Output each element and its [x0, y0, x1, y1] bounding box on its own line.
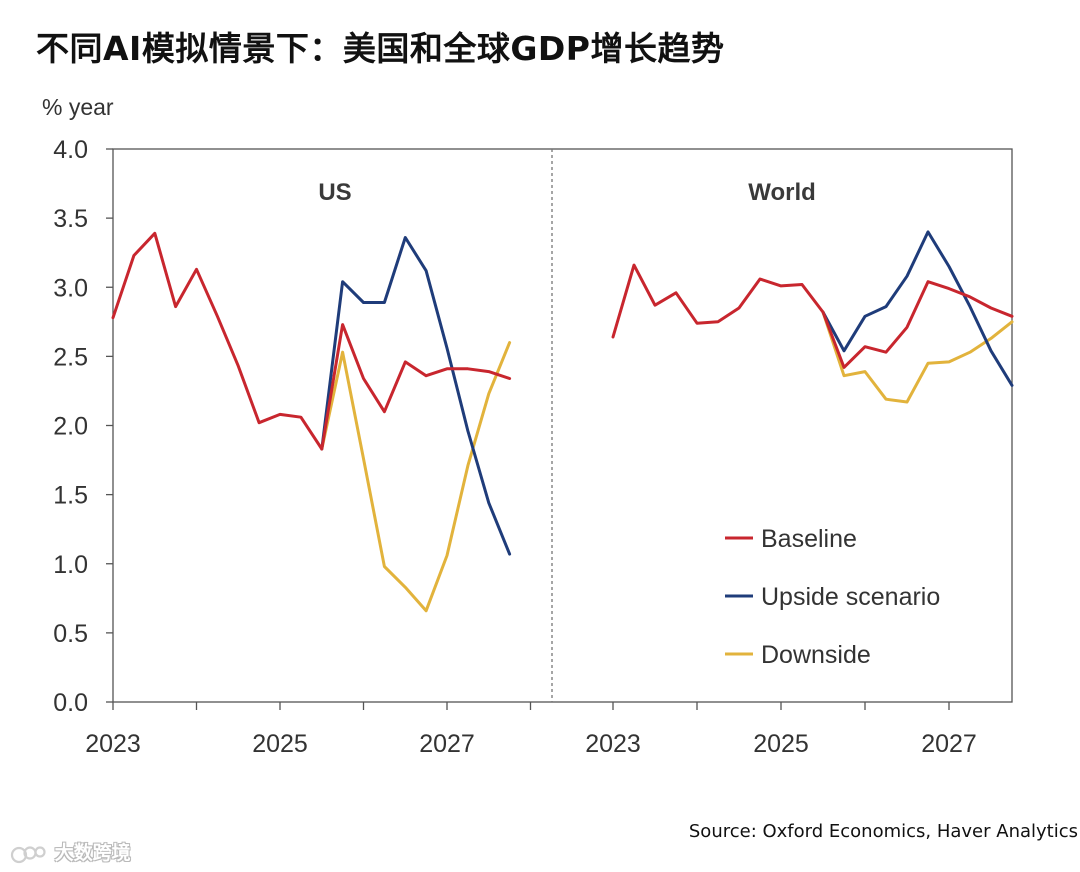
panel-title-us: US: [318, 179, 351, 206]
series-line-us-downside: [320, 341, 512, 613]
watermark-text: 大数跨境: [54, 842, 131, 864]
x-tick-label: 2025: [753, 730, 809, 758]
y-tick-label: 1.5: [53, 482, 88, 510]
y-tick-label: 3.5: [53, 205, 88, 233]
series-line-world-upside: [821, 230, 1014, 387]
y-tick-label: 0.5: [53, 620, 88, 648]
y-tick-label: 0.0: [53, 689, 88, 717]
plot-frame: [112, 148, 1013, 703]
x-tick-label: 2027: [419, 730, 475, 758]
source-note: Source: Oxford Economics, Haver Analytic…: [688, 821, 1078, 842]
x-tick-label: 2023: [85, 730, 141, 758]
y-tick-label: 3.0: [53, 274, 88, 302]
y-tick-label: 4.0: [53, 136, 88, 164]
y-tick-label: 2.0: [53, 413, 88, 441]
panel-title-world: World: [748, 179, 816, 206]
x-tick-label: 2025: [252, 730, 308, 758]
y-tick-label: 2.5: [53, 343, 88, 371]
x-tick-label: 2023: [585, 730, 641, 758]
chart-title: 不同AI模拟情景下：美国和全球GDP增长趋势: [36, 29, 725, 68]
watermark: 大数跨境: [10, 838, 131, 865]
y-axis-label: % year: [42, 94, 114, 120]
legend-label-baseline: Baseline: [761, 525, 857, 553]
series-line-world-downside: [821, 310, 1014, 404]
x-tick-label: 2027: [921, 730, 977, 758]
series-line-us-baseline: [111, 231, 512, 451]
gdp-chart: % year 0.0 0.5 1.0 1.5 2.0 2.5 3.0 3.5 4.0 2023 202…: [42, 94, 1014, 758]
legend-label-upside: Upside scenario: [761, 583, 940, 611]
legend-label-downside: Downside: [761, 641, 871, 669]
y-tick-label: 1.0: [53, 551, 88, 579]
watermark-logo-icon: [10, 845, 46, 863]
series-line-world-baseline: [611, 263, 1014, 369]
series-line-us-upside: [320, 236, 512, 556]
